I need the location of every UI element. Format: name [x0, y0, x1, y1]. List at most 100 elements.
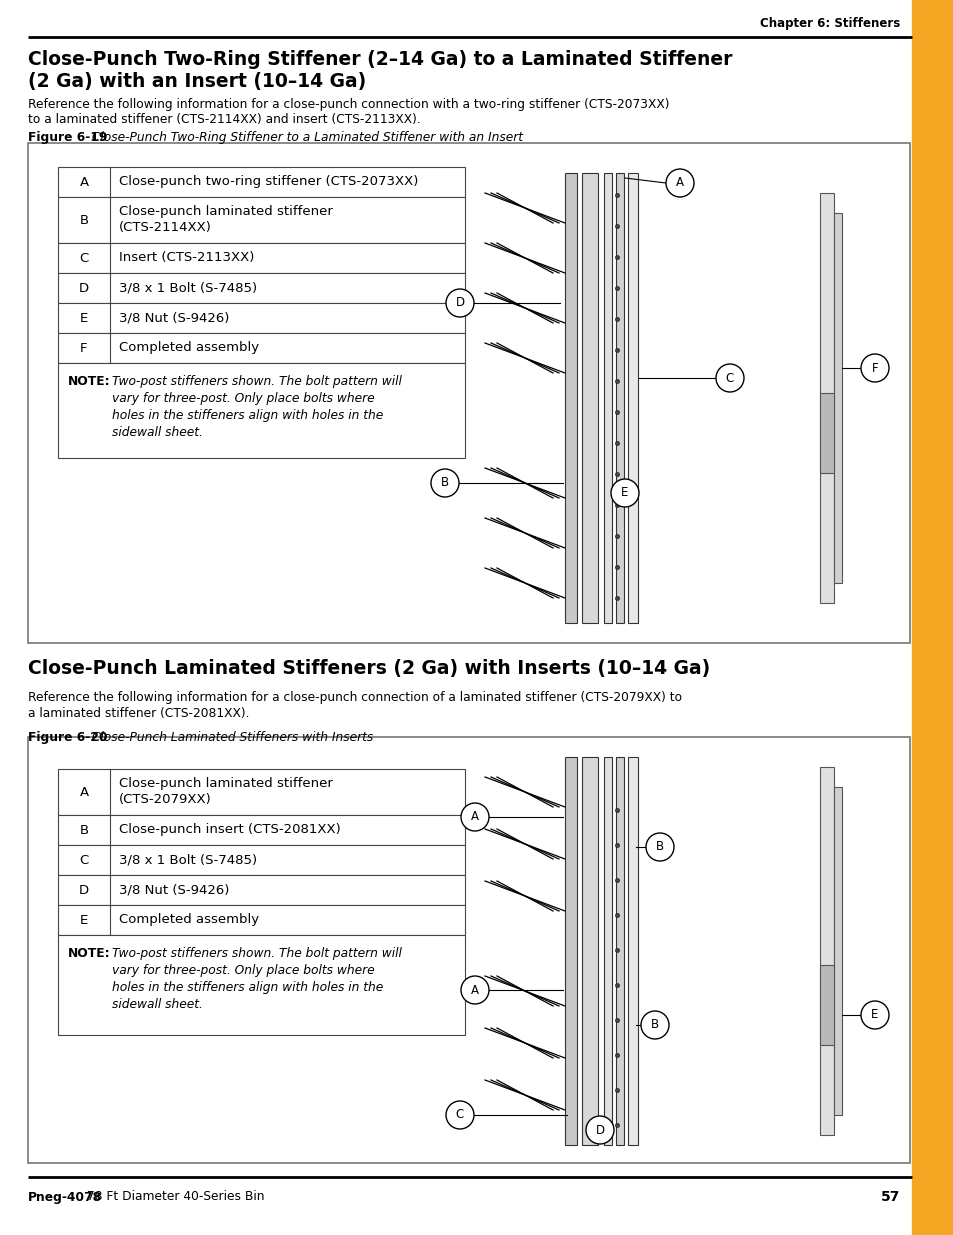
Bar	[58, 198, 464, 243]
Text: E: E	[620, 487, 628, 499]
Text: B: B	[650, 1019, 659, 1031]
Bar	[28, 143, 909, 643]
Bar	[58, 876, 464, 905]
Text: B: B	[79, 214, 89, 226]
Bar	[58, 303, 464, 333]
Text: (CTS-2114XX): (CTS-2114XX)	[119, 221, 212, 235]
Bar	[58, 243, 464, 273]
Text: Close-punch laminated stiffener: Close-punch laminated stiffener	[119, 205, 333, 219]
Bar	[58, 363, 464, 458]
Bar	[833, 212, 841, 583]
Text: F: F	[80, 342, 88, 354]
Circle shape	[716, 364, 743, 391]
Circle shape	[446, 289, 474, 317]
Bar	[820, 965, 833, 1045]
Bar	[58, 333, 464, 363]
Text: 3/8 x 1 Bolt (S-7485): 3/8 x 1 Bolt (S-7485)	[119, 853, 257, 867]
Bar	[911, 0, 953, 1235]
Circle shape	[640, 1011, 668, 1039]
Bar	[616, 173, 623, 622]
Circle shape	[610, 479, 639, 508]
Text: C: C	[79, 853, 89, 867]
Text: A: A	[471, 810, 478, 824]
Text: Completed assembly: Completed assembly	[119, 914, 259, 926]
Text: C: C	[79, 252, 89, 264]
Bar	[564, 173, 577, 622]
Bar	[58, 273, 464, 303]
Circle shape	[665, 169, 693, 198]
Bar	[581, 173, 598, 622]
Text: Close-punch two-ring stiffener (CTS-2073XX): Close-punch two-ring stiffener (CTS-2073…	[119, 175, 418, 189]
Text: vary for three-post. Only place bolts where: vary for three-post. Only place bolts wh…	[112, 965, 375, 977]
Text: A: A	[79, 175, 89, 189]
Text: B: B	[440, 477, 449, 489]
Text: D: D	[79, 282, 89, 294]
Text: Close-Punch Two-Ring Stiffener to a Laminated Stiffener with an Insert: Close-Punch Two-Ring Stiffener to a Lami…	[88, 131, 522, 144]
Bar	[627, 757, 638, 1145]
Bar	[58, 167, 464, 198]
Bar	[28, 737, 909, 1163]
Text: Completed assembly: Completed assembly	[119, 342, 259, 354]
Text: C: C	[456, 1109, 464, 1121]
Bar	[820, 393, 833, 473]
Text: E: E	[80, 311, 88, 325]
Text: D: D	[79, 883, 89, 897]
Text: 3/8 x 1 Bolt (S-7485): 3/8 x 1 Bolt (S-7485)	[119, 282, 257, 294]
Text: E: E	[870, 1009, 878, 1021]
Circle shape	[431, 469, 458, 496]
Text: F: F	[871, 362, 878, 374]
Text: D: D	[455, 296, 464, 310]
Bar	[58, 769, 464, 815]
Bar	[58, 815, 464, 845]
Text: Chapter 6: Stiffeners: Chapter 6: Stiffeners	[759, 16, 899, 30]
Text: D: D	[595, 1124, 604, 1136]
Text: Figure 6-19: Figure 6-19	[28, 131, 108, 144]
Text: Close-punch insert (CTS-2081XX): Close-punch insert (CTS-2081XX)	[119, 824, 340, 836]
Text: NOTE:: NOTE:	[68, 947, 111, 960]
Bar	[820, 767, 833, 1135]
Text: sidewall sheet.: sidewall sheet.	[112, 426, 203, 438]
Text: A: A	[676, 177, 683, 189]
Circle shape	[861, 354, 888, 382]
Text: a laminated stiffener (CTS-2081XX).: a laminated stiffener (CTS-2081XX).	[28, 706, 250, 720]
Text: NOTE:: NOTE:	[68, 375, 111, 388]
Text: vary for three-post. Only place bolts where: vary for three-post. Only place bolts wh…	[112, 391, 375, 405]
Text: Close-Punch Laminated Stiffeners (2 Ga) with Inserts (10–14 Ga): Close-Punch Laminated Stiffeners (2 Ga) …	[28, 659, 709, 678]
Text: holes in the stiffeners align with holes in the: holes in the stiffeners align with holes…	[112, 409, 383, 422]
Circle shape	[446, 1100, 474, 1129]
Text: A: A	[79, 785, 89, 799]
Text: E: E	[80, 914, 88, 926]
Text: sidewall sheet.: sidewall sheet.	[112, 998, 203, 1011]
Bar	[820, 193, 833, 603]
Text: 3/8 Nut (S-9426): 3/8 Nut (S-9426)	[119, 311, 229, 325]
Text: Close-punch laminated stiffener: Close-punch laminated stiffener	[119, 778, 333, 790]
Bar	[603, 173, 612, 622]
Text: Reference the following information for a close-punch connection with a two-ring: Reference the following information for …	[28, 98, 669, 111]
Text: Reference the following information for a close-punch connection of a laminated : Reference the following information for …	[28, 692, 681, 704]
Text: B: B	[79, 824, 89, 836]
Bar	[58, 845, 464, 876]
Text: C: C	[725, 372, 734, 384]
Circle shape	[460, 803, 489, 831]
Text: 57: 57	[880, 1191, 899, 1204]
Bar	[616, 757, 623, 1145]
Text: 78 Ft Diameter 40-Series Bin: 78 Ft Diameter 40-Series Bin	[83, 1191, 264, 1203]
Bar	[58, 905, 464, 935]
Bar	[833, 787, 841, 1115]
Text: Figure 6-20: Figure 6-20	[28, 731, 108, 743]
Bar	[58, 935, 464, 1035]
Text: A: A	[471, 983, 478, 997]
Text: 3/8 Nut (S-9426): 3/8 Nut (S-9426)	[119, 883, 229, 897]
Text: Pneg-4078: Pneg-4078	[28, 1191, 102, 1203]
Bar	[581, 757, 598, 1145]
Text: Two-post stiffeners shown. The bolt pattern will: Two-post stiffeners shown. The bolt patt…	[112, 947, 401, 960]
Circle shape	[585, 1116, 614, 1144]
Text: Insert (CTS-2113XX): Insert (CTS-2113XX)	[119, 252, 254, 264]
Text: Close-Punch Two-Ring Stiffener (2–14 Ga) to a Laminated Stiffener: Close-Punch Two-Ring Stiffener (2–14 Ga)…	[28, 49, 732, 69]
Text: B: B	[656, 841, 663, 853]
Circle shape	[861, 1002, 888, 1029]
Text: Close-Punch Laminated Stiffeners with Inserts: Close-Punch Laminated Stiffeners with In…	[88, 731, 373, 743]
Text: to a laminated stiffener (CTS-2114XX) and insert (CTS-2113XX).: to a laminated stiffener (CTS-2114XX) an…	[28, 112, 420, 126]
Text: (2 Ga) with an Insert (10–14 Ga): (2 Ga) with an Insert (10–14 Ga)	[28, 72, 366, 91]
Bar	[564, 757, 577, 1145]
